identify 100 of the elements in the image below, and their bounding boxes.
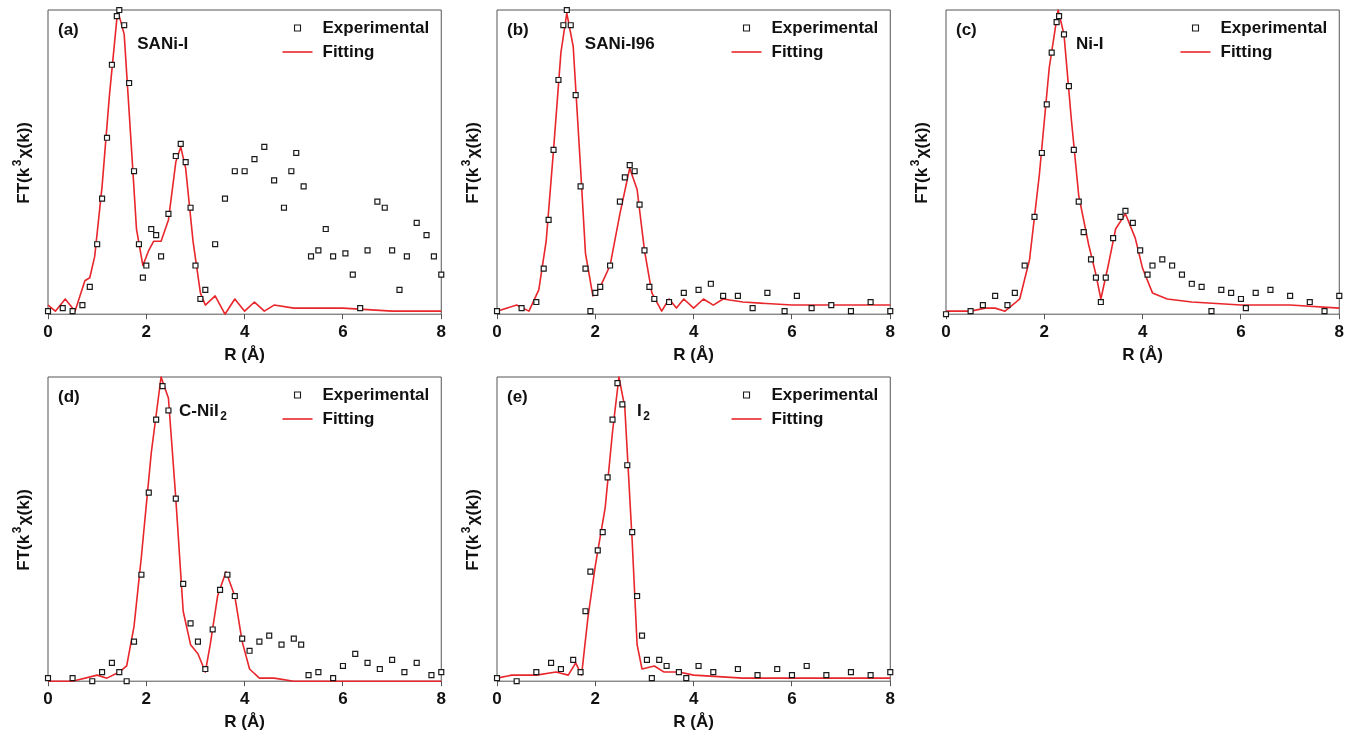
point — [126, 79, 133, 87]
point — [1060, 31, 1068, 38]
point — [847, 669, 855, 676]
legend-label: Experimental — [1220, 17, 1328, 37]
point — [300, 183, 307, 190]
x-tick-label: 8 — [885, 322, 896, 342]
point — [545, 216, 552, 223]
point — [1321, 308, 1328, 315]
point — [1149, 262, 1156, 269]
point — [139, 274, 146, 281]
point — [540, 265, 547, 272]
point — [298, 641, 305, 648]
legend-label: Experimental — [771, 384, 879, 404]
x-tick-label: 6 — [787, 689, 797, 709]
x-tick-label: 0 — [43, 322, 53, 342]
point — [1122, 207, 1129, 214]
point — [621, 174, 628, 181]
point — [202, 665, 209, 673]
legend-label: Fitting — [771, 41, 824, 61]
x-axis-title: R (Å) — [673, 712, 714, 732]
point — [493, 308, 501, 315]
point — [138, 571, 145, 578]
legend-label: Experimental — [771, 17, 879, 37]
point — [619, 401, 626, 408]
x-tick-label: 4 — [239, 689, 250, 709]
point — [69, 308, 76, 315]
point — [1267, 286, 1274, 293]
point — [364, 659, 371, 667]
point — [1178, 271, 1186, 278]
point — [108, 61, 115, 68]
point — [1065, 82, 1072, 90]
point — [349, 271, 356, 278]
point — [683, 675, 690, 682]
x-tick-label: 8 — [1334, 322, 1345, 342]
point — [1237, 295, 1245, 303]
point — [99, 195, 106, 202]
point — [241, 168, 248, 175]
point — [413, 219, 420, 227]
point — [609, 416, 616, 423]
point — [103, 134, 111, 141]
annotation: (e) — [507, 386, 528, 406]
legend-label: Fitting — [1220, 41, 1273, 61]
x-tick-label: 0 — [492, 322, 502, 342]
x-tick-label: 4 — [688, 322, 699, 342]
point — [113, 13, 120, 20]
point — [626, 162, 633, 169]
point — [1043, 101, 1050, 108]
point — [108, 659, 115, 667]
point — [280, 204, 288, 211]
point — [1252, 289, 1259, 296]
point — [1092, 274, 1100, 281]
point — [278, 641, 285, 648]
y-axis-title: FT(k3χ(k)) — [908, 121, 931, 204]
point — [641, 247, 648, 254]
point — [643, 656, 651, 663]
point — [594, 547, 601, 554]
point — [493, 675, 501, 682]
point — [518, 305, 525, 312]
point — [1004, 302, 1011, 309]
point — [1110, 235, 1117, 242]
point — [555, 76, 562, 84]
point — [1129, 219, 1136, 227]
point — [560, 22, 567, 29]
x-tick-label: 2 — [590, 322, 601, 342]
point — [695, 286, 702, 293]
point — [330, 675, 337, 682]
point — [1137, 247, 1144, 254]
x-axis-title: R (Å) — [224, 345, 265, 365]
point — [389, 656, 396, 663]
point — [187, 204, 194, 211]
point — [430, 253, 437, 260]
point — [1053, 19, 1060, 26]
point — [438, 669, 445, 676]
point — [631, 168, 638, 175]
point — [808, 305, 815, 312]
point — [342, 250, 349, 257]
point — [624, 462, 631, 469]
point — [592, 289, 599, 296]
point — [364, 247, 371, 254]
legend-label: Fitting — [771, 408, 824, 428]
x-axis-title: R (Å) — [224, 712, 265, 732]
point — [172, 152, 179, 160]
point — [734, 292, 741, 300]
point — [604, 474, 611, 481]
point — [89, 678, 96, 685]
point — [231, 168, 238, 175]
point — [307, 253, 315, 260]
point — [44, 675, 52, 682]
point — [651, 295, 658, 303]
point — [231, 592, 238, 600]
point — [707, 280, 714, 287]
point — [942, 311, 950, 318]
point — [130, 168, 138, 175]
point — [967, 308, 974, 315]
point — [413, 659, 420, 667]
point — [69, 675, 76, 682]
x-tick-label: 6 — [787, 322, 797, 342]
legend-label: Fitting — [322, 408, 375, 428]
point — [224, 571, 231, 578]
point — [1070, 146, 1077, 154]
